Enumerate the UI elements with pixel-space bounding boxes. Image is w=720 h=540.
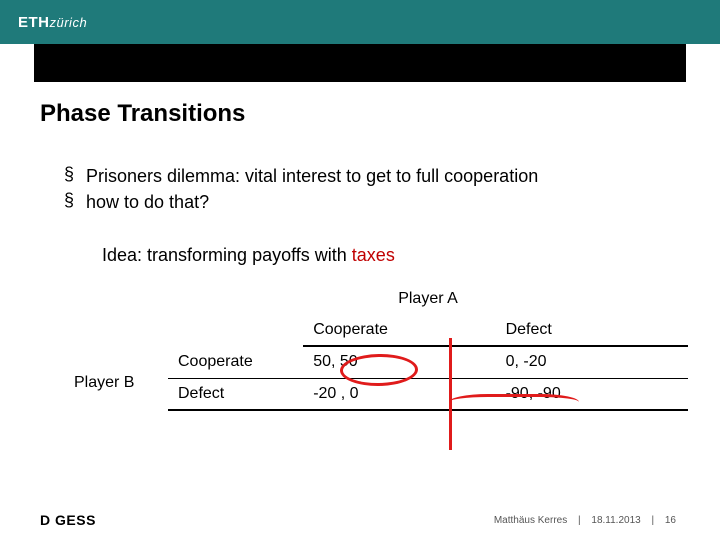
sub-idea-highlight: taxes: [352, 245, 395, 265]
bullet-marker: §: [64, 164, 86, 188]
sub-idea-prefix: Idea: transforming payoffs with: [102, 245, 352, 265]
dept-logo: D GESS: [40, 512, 96, 528]
row-header: Defect: [168, 378, 303, 410]
bullet-item: § Prisoners dilemma: vital interest to g…: [64, 164, 680, 188]
footer-date: 18.11.2013: [591, 515, 640, 526]
footer-page: 16: [665, 515, 676, 526]
bullet-item: § how to do that?: [64, 190, 680, 214]
payoff-table-wrap: Player A Cooperate Defect Cooperate 50, …: [168, 290, 688, 411]
bullet-text: how to do that?: [86, 190, 209, 214]
footer-author: Matthäus Kerres: [494, 515, 567, 526]
separator-icon: |: [651, 515, 654, 526]
sub-idea: Idea: transforming payoffs with taxes: [102, 243, 680, 267]
footer-meta: Matthäus Kerres | 18.11.2013 | 16: [490, 515, 680, 526]
row-header: Cooperate: [168, 346, 303, 378]
footer: D GESS Matthäus Kerres | 18.11.2013 | 16: [40, 512, 680, 528]
title-underbar: [34, 44, 686, 82]
player-a-label: Player A: [168, 290, 688, 308]
annotation-arc-icon: [449, 394, 579, 410]
header-bar: ETHzürich: [0, 0, 720, 44]
eth-logo-sub: zürich: [50, 15, 88, 30]
col-header: Cooperate: [303, 314, 495, 346]
annotation-vline-icon: [449, 338, 452, 450]
bullet-list: § Prisoners dilemma: vital interest to g…: [64, 164, 680, 215]
payoff-cell: 0, -20: [496, 346, 688, 378]
separator-icon: |: [578, 515, 581, 526]
payoff-table: Cooperate Defect Cooperate 50, 50 0, -20…: [168, 314, 688, 411]
eth-logo-main: ETH: [18, 14, 50, 31]
player-b-label: Player B: [74, 374, 134, 392]
slide-title: Phase Transitions: [40, 100, 680, 128]
bullet-text: Prisoners dilemma: vital interest to get…: [86, 164, 538, 188]
col-header: Defect: [496, 314, 688, 346]
bullet-marker: §: [64, 190, 86, 214]
eth-logo: ETHzürich: [18, 14, 87, 31]
slide-content: Phase Transitions § Prisoners dilemma: v…: [40, 100, 680, 267]
